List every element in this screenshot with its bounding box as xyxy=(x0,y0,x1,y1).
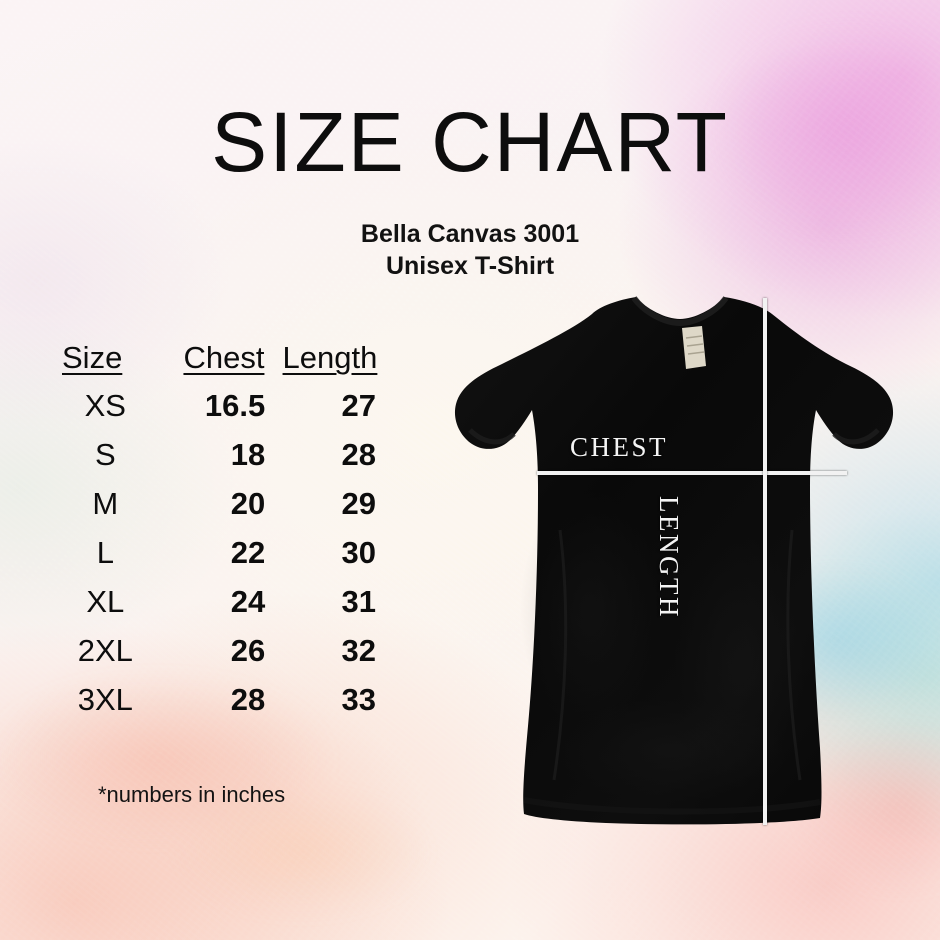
table-row: XS 16.5 27 xyxy=(52,388,382,437)
length-measurement-line xyxy=(763,298,767,825)
cell-chest: 18 xyxy=(230,437,266,472)
cell-length: 33 xyxy=(341,682,376,717)
product-name: Bella Canvas 3001 xyxy=(360,220,580,248)
table-header-row: Size Chest Length xyxy=(52,340,382,376)
size-measurements-table: Size Chest Length XS 16.5 27 S 18 28 M 2… xyxy=(52,340,382,731)
tshirt-illustration xyxy=(454,296,894,825)
table-row: 3XL 28 33 xyxy=(52,682,382,731)
cell-length: 31 xyxy=(341,584,376,619)
chest-measurement-line xyxy=(537,471,847,475)
cell-chest: 20 xyxy=(230,486,266,521)
page-title: SIZE CHART xyxy=(211,95,729,189)
column-header-length: Length xyxy=(282,340,378,375)
cell-size: 2XL xyxy=(77,633,133,668)
cell-size: 3XL xyxy=(77,682,133,717)
length-measurement-label: LENGTH xyxy=(654,496,684,619)
cell-size: S xyxy=(94,437,116,472)
cell-length: 32 xyxy=(341,633,376,668)
cell-chest: 22 xyxy=(230,535,266,570)
cell-chest: 26 xyxy=(230,633,266,668)
cell-chest: 24 xyxy=(230,584,266,619)
cell-length: 27 xyxy=(341,388,376,423)
column-header-size: Size xyxy=(62,340,123,375)
neck-tag xyxy=(682,326,706,369)
cell-size: L xyxy=(96,535,114,570)
cell-chest: 16.5 xyxy=(204,388,266,423)
cell-size: XS xyxy=(84,388,126,423)
cell-length: 30 xyxy=(341,535,376,570)
table-row: L 22 30 xyxy=(52,535,382,584)
cell-chest: 28 xyxy=(230,682,266,717)
chest-measurement-label: CHEST xyxy=(570,432,669,462)
product-subtitle: Bella Canvas 3001 Unisex T-Shirt xyxy=(0,218,940,282)
product-style: Unisex T-Shirt xyxy=(385,252,555,280)
tshirt-product-image: CHEST LENGTH xyxy=(440,280,920,825)
column-header-chest: Chest xyxy=(183,340,265,375)
units-footnote: *numbers in inches xyxy=(98,782,286,807)
table-row: XL 24 31 xyxy=(52,584,382,633)
cell-size: XL xyxy=(86,584,125,619)
table-row: S 18 28 xyxy=(52,437,382,486)
table-row: M 20 29 xyxy=(52,486,382,535)
cell-length: 29 xyxy=(341,486,376,521)
cell-length: 28 xyxy=(341,437,376,472)
cell-size: M xyxy=(92,486,119,521)
table-row: 2XL 26 32 xyxy=(52,633,382,682)
